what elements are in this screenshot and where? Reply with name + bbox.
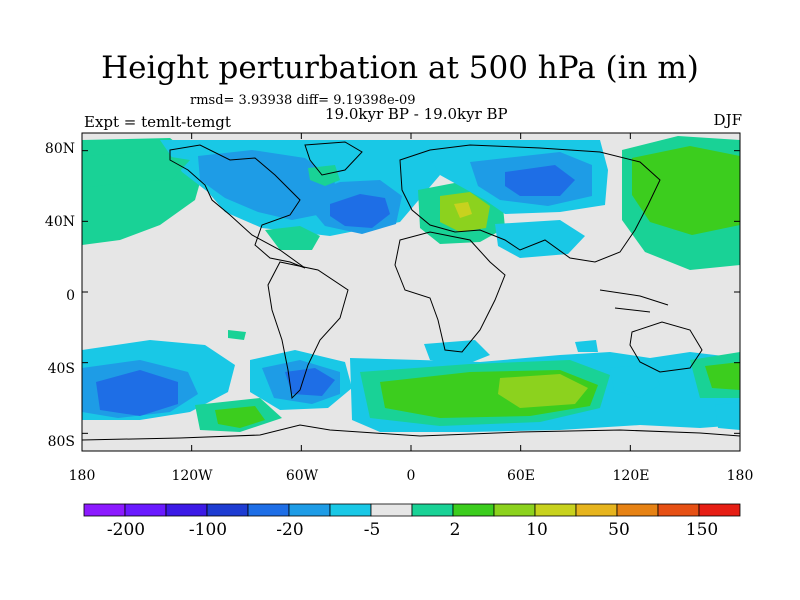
colorbar-swatch — [206, 503, 249, 517]
lon-tick-label: 180 — [726, 468, 754, 484]
lat-tick-label: 40S — [47, 361, 75, 377]
colorbar-label: -100 — [188, 520, 228, 540]
contour-far-south-cyan — [715, 402, 740, 430]
experiment-label: Expt = temlt-temgt — [84, 113, 231, 131]
contour-npacific-mid — [632, 146, 740, 235]
colorbar-label: -5 — [363, 520, 381, 540]
colorbar-swatch — [370, 503, 413, 517]
contour-atlantic-deep — [330, 194, 390, 228]
contour-greenland-green — [308, 165, 340, 186]
colorbar-swatch — [83, 503, 126, 517]
contour-pacific-eq-green — [228, 330, 246, 340]
coast-australia — [629, 321, 703, 373]
coast-greenland — [304, 141, 363, 176]
colorbar-swatch — [288, 503, 331, 517]
colorbar-swatch — [575, 503, 618, 517]
colorbar-swatch — [329, 503, 372, 517]
colorbar-swatch — [698, 503, 741, 517]
contour-sepacific-mid — [215, 406, 265, 428]
season-label: DJF — [713, 111, 742, 129]
lon-tick-label: 60E — [506, 468, 536, 484]
colorbar — [83, 503, 741, 517]
colorbar-label: 10 — [526, 520, 548, 540]
lon-tick-label: 180 — [68, 468, 96, 484]
lon-tick-label: 60W — [285, 468, 319, 484]
contour-samerica-deep — [285, 368, 335, 396]
subtitle-label: 19.0kyr BP - 19.0kyr BP — [325, 105, 508, 123]
contour-timor-cyan — [575, 340, 598, 352]
lat-tick-label: 0 — [66, 288, 75, 304]
coast-north-america — [169, 144, 306, 269]
latitude-tick-marks — [82, 150, 740, 434]
coast-eurasia — [399, 144, 661, 263]
contour-spacific-deep — [96, 370, 178, 416]
contour-layer — [82, 136, 740, 432]
contour-southern-ocean-high — [498, 374, 588, 408]
contour-asia-deep — [505, 165, 575, 196]
colorbar-swatch — [534, 503, 577, 517]
lat-tick-label: 80N — [44, 141, 75, 157]
contour-tasman-mid — [705, 362, 740, 390]
lon-tick-label: 0 — [406, 468, 416, 484]
coast-antarctica — [82, 424, 740, 441]
lon-tick-label: 120E — [612, 468, 650, 484]
lat-tick-label: 40N — [44, 214, 75, 230]
colorbar-swatch — [616, 503, 659, 517]
colorbar-swatch — [657, 503, 700, 517]
longitude-tick-marks — [81, 133, 741, 451]
colorbar-label: 50 — [608, 520, 630, 540]
stats-label: rmsd= 3.93938 diff= 9.19398e-09 — [190, 93, 416, 108]
colorbar-label: -20 — [276, 520, 304, 540]
colorbar-swatch — [165, 503, 208, 517]
contour-indian-cyan — [424, 340, 490, 365]
colorbar-swatch — [247, 503, 290, 517]
coast-south-america — [267, 261, 349, 400]
colorbar-label: 2 — [449, 520, 461, 540]
contour-europe-peak — [454, 202, 472, 218]
lon-tick-label: 120W — [171, 468, 213, 484]
coast-indonesia — [599, 289, 669, 313]
colorbar-swatch — [411, 503, 454, 517]
contour-caribbean-green — [265, 226, 320, 250]
colorbar-swatch — [493, 503, 536, 517]
contour-sindian-cyan — [610, 364, 660, 398]
coastlines — [82, 141, 740, 441]
colorbar-swatch — [124, 503, 167, 517]
colorbar-label: 150 — [685, 520, 719, 540]
plot-title: Height perturbation at 500 hPa (in m) — [101, 50, 699, 86]
coast-africa — [394, 231, 506, 353]
colorbar-swatch — [452, 503, 495, 517]
lat-tick-label: 80S — [47, 434, 75, 450]
contour-alaska-green — [82, 152, 190, 188]
colorbar-label: -200 — [106, 520, 146, 540]
contour-namerica-blue — [198, 150, 335, 220]
